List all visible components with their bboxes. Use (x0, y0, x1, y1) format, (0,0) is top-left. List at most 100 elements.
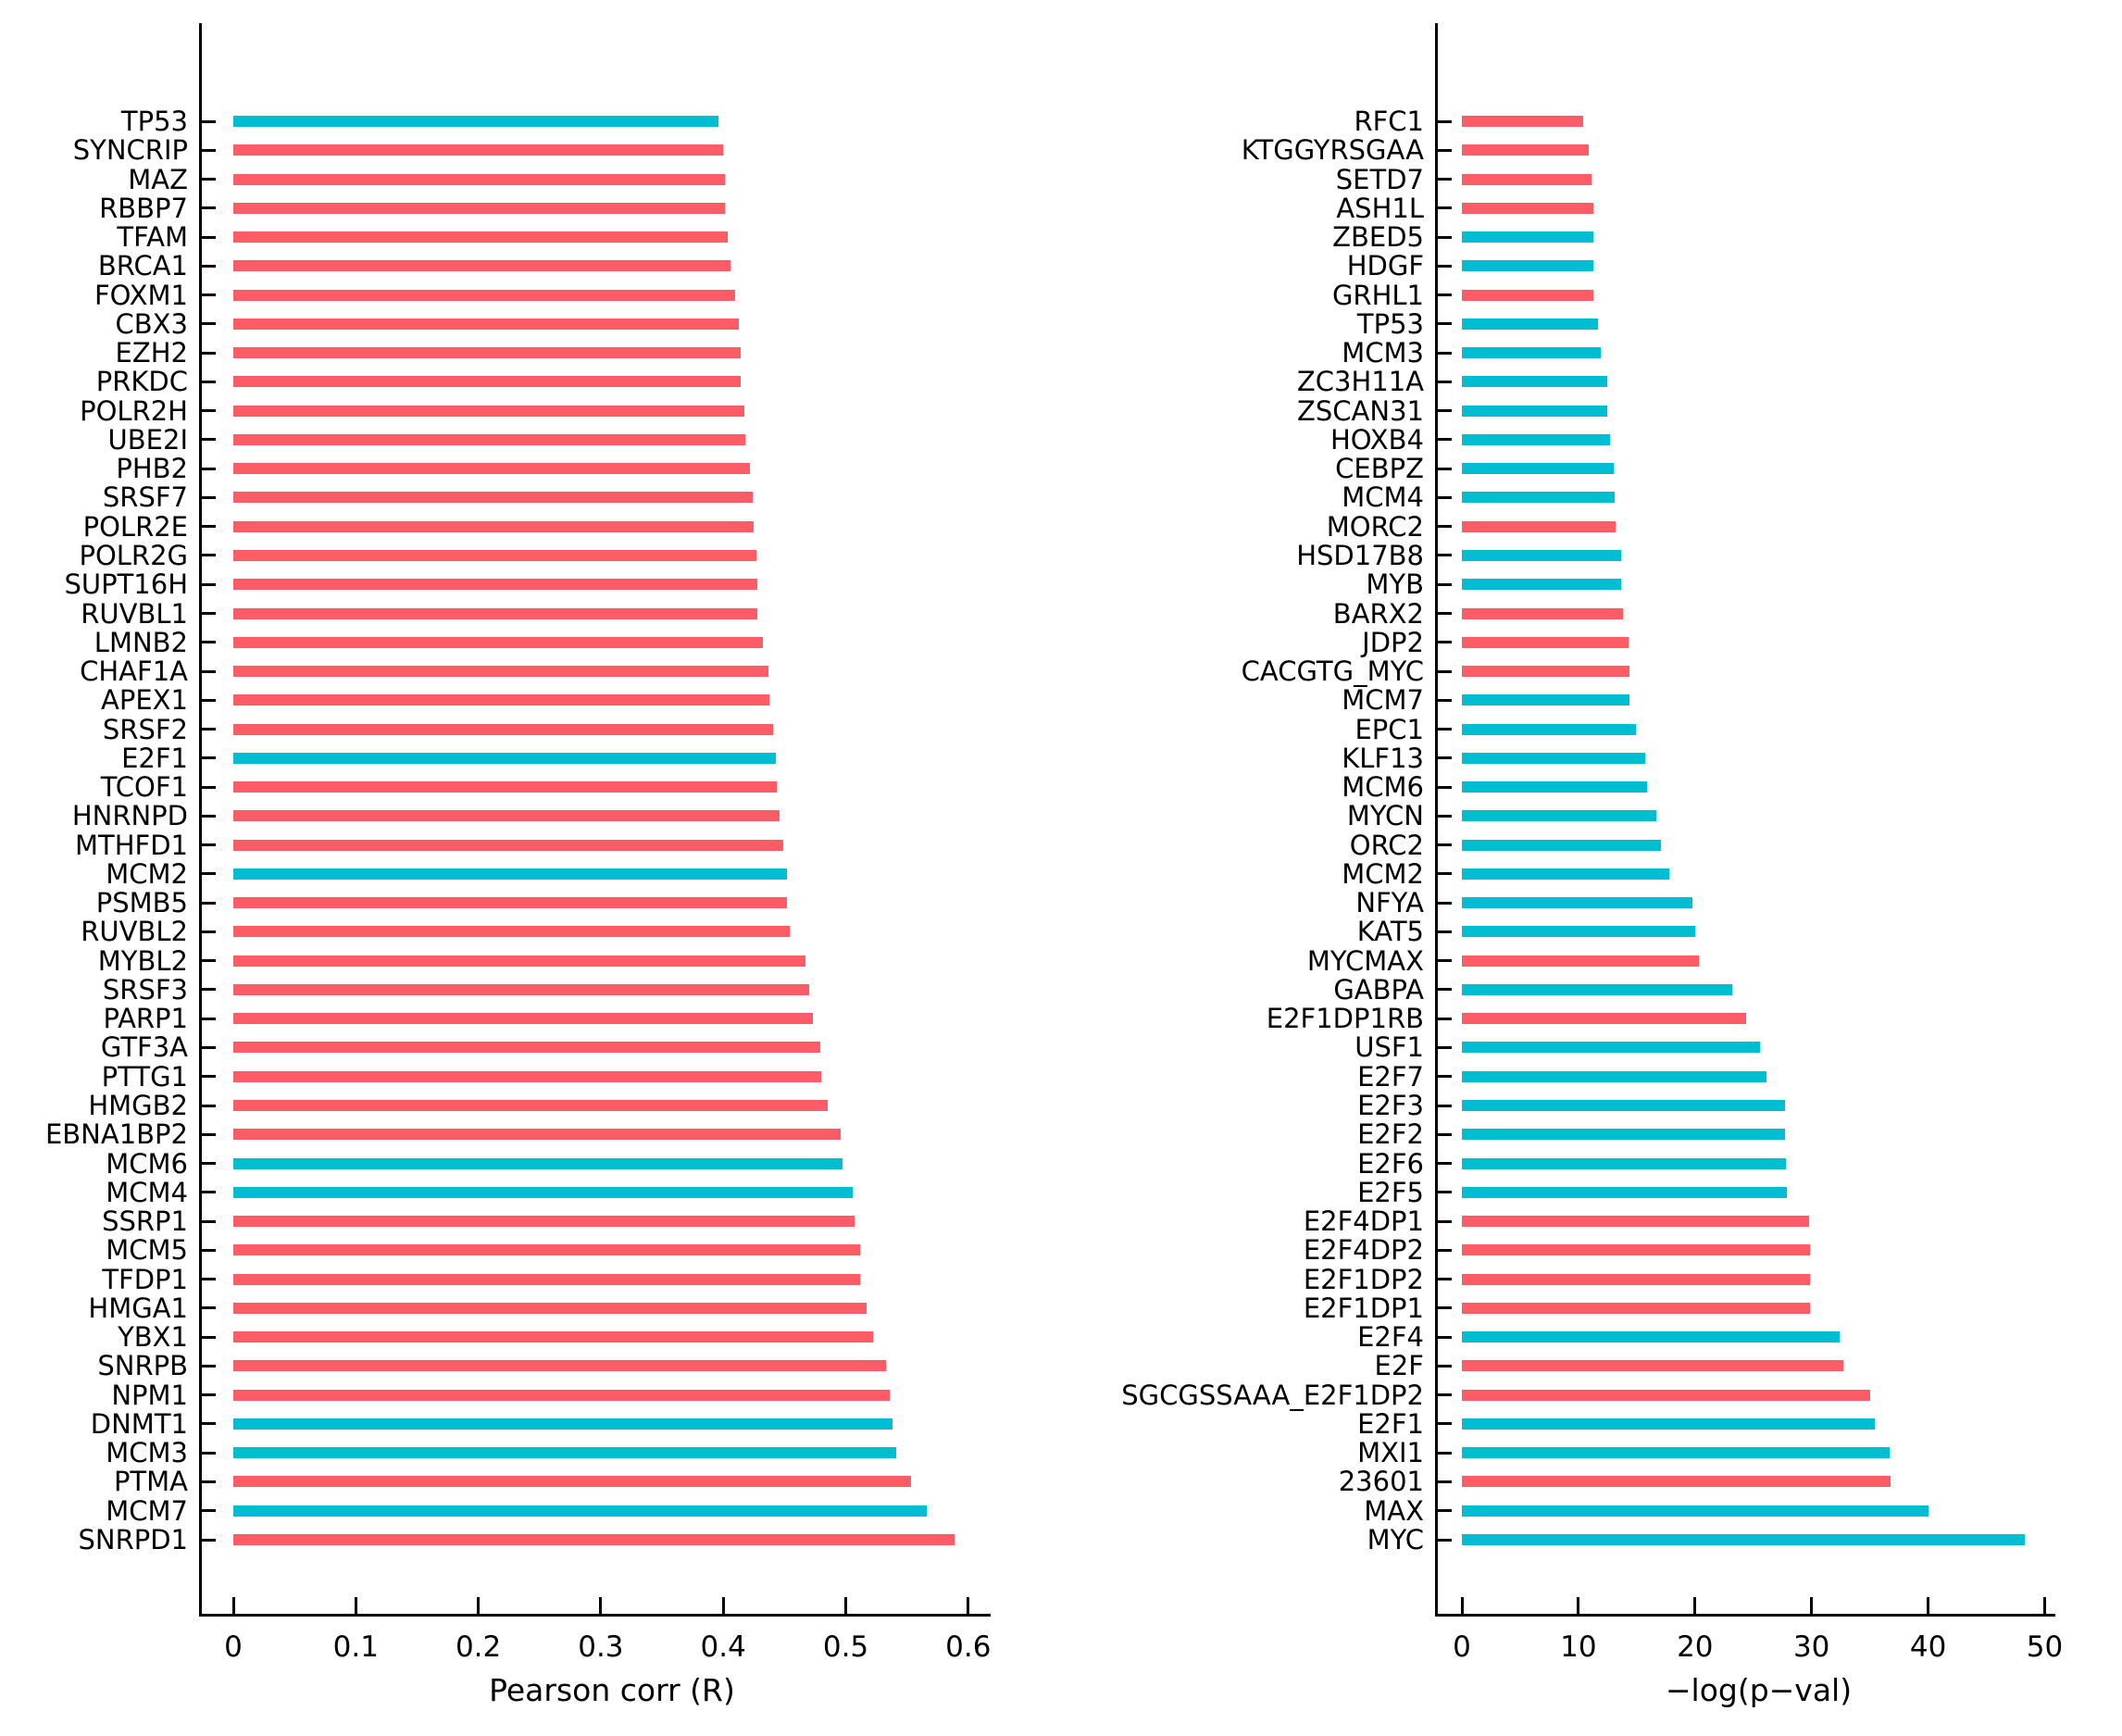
row-label: EPC1 (1354, 713, 1424, 745)
bar-MCM6 (1462, 781, 1648, 793)
y-tick (1435, 264, 1452, 268)
row-label: MXI1 (1357, 1437, 1424, 1469)
y-tick (1435, 1480, 1452, 1483)
row-label: HSD17B8 (1296, 539, 1424, 571)
bar-EBNA1BP2 (233, 1129, 842, 1141)
bar-SNRPB (233, 1360, 887, 1372)
y-tick (1435, 1248, 1452, 1252)
y-tick (199, 438, 216, 442)
row-label: MYB (1366, 568, 1424, 601)
row-label: DNMT1 (90, 1407, 188, 1440)
y-tick (199, 1278, 216, 1281)
y-tick (1435, 438, 1452, 442)
row-label: NFYA (1355, 887, 1424, 919)
row-label: TP53 (1356, 307, 1424, 340)
bar-CHAF1A (233, 666, 769, 678)
row-label: ASH1L (1336, 192, 1424, 224)
x-tick (231, 1597, 235, 1614)
row-label: MCM6 (1342, 771, 1424, 804)
y-tick (1435, 1364, 1452, 1368)
bar-NPM1 (233, 1389, 891, 1401)
row-label: MAX (1364, 1494, 1424, 1527)
row-label: CEBPZ (1335, 453, 1424, 485)
y-tick (199, 1219, 216, 1223)
bar-MYC (1462, 1534, 2026, 1545)
y-tick (1435, 178, 1452, 181)
row-label: ZC3H11A (1296, 366, 1424, 398)
y-tick (1435, 698, 1452, 702)
bar-E2F (1462, 1360, 1843, 1372)
row-label: 23601 (1338, 1466, 1424, 1498)
bar-HMGB2 (233, 1100, 828, 1112)
row-label: MCM7 (1342, 684, 1424, 717)
row-label: E2F4 (1357, 1321, 1424, 1354)
row-label: KTGGYRSGAA (1241, 134, 1424, 167)
y-tick (1435, 380, 1452, 383)
bar-MAZ (233, 173, 725, 185)
x-axis-spine (199, 1614, 991, 1617)
y-tick (1435, 1104, 1452, 1107)
y-tick (199, 235, 216, 239)
bar-MORC2 (1462, 520, 1616, 532)
y-tick (199, 814, 216, 818)
y-tick (1435, 495, 1452, 499)
bar-PRKDC (233, 376, 741, 388)
y-tick (199, 409, 216, 413)
bar-E2F7 (1462, 1070, 1766, 1082)
x-tick-label: 20 (1677, 1630, 1714, 1664)
x-tick (599, 1597, 603, 1614)
x-tick (844, 1597, 847, 1614)
y-tick (1435, 814, 1452, 818)
x-tick-label: 0.5 (822, 1630, 869, 1664)
y-tick (199, 264, 216, 268)
bar-APEX1 (233, 694, 770, 706)
row-label: SRSF2 (102, 713, 188, 745)
x-tick (2043, 1597, 2046, 1614)
row-label: MAZ (128, 163, 188, 195)
y-tick (199, 495, 216, 499)
bar-MCM2 (233, 868, 787, 880)
row-label: HOXB4 (1330, 423, 1424, 456)
row-label: MYCN (1346, 800, 1424, 832)
y-tick (1435, 930, 1452, 933)
bar-BRCA1 (233, 260, 731, 272)
y-tick (1435, 1132, 1452, 1136)
bar-LMNB2 (233, 636, 763, 648)
y-tick (199, 1335, 216, 1339)
bar-DNMT1 (233, 1418, 892, 1430)
bar-EPC1 (1462, 723, 1636, 735)
row-label: E2F6 (1357, 1147, 1424, 1180)
row-label: ORC2 (1349, 829, 1424, 861)
bar-MCM5 (233, 1244, 861, 1256)
row-label: SETD7 (1335, 163, 1424, 195)
y-tick (199, 322, 216, 326)
row-label: PSMB5 (95, 887, 188, 919)
bar-E2F6 (1462, 1157, 1786, 1169)
bar-ORC2 (1462, 839, 1662, 851)
y-tick (1435, 1017, 1452, 1020)
bar-ZBED5 (1462, 231, 1594, 244)
y-tick (1435, 554, 1452, 557)
y-tick (199, 1422, 216, 1426)
bar-TP53 (1462, 318, 1599, 330)
x-tick (967, 1597, 970, 1614)
row-label: PRKDC (95, 366, 188, 398)
bar-YBX1 (233, 1331, 873, 1343)
x-tick-label: 50 (2026, 1630, 2064, 1664)
y-tick (199, 1393, 216, 1397)
bar-GABPA (1462, 983, 1733, 995)
row-label: MCM2 (1342, 857, 1424, 890)
bar-HOXB4 (1462, 433, 1610, 445)
row-label: E2F7 (1357, 1060, 1424, 1093)
y-tick (199, 467, 216, 470)
row-label: BRCA1 (97, 250, 188, 282)
bar-POLR2H (233, 405, 744, 417)
y-tick (1435, 843, 1452, 847)
y-tick (199, 1045, 216, 1049)
x-tick (1577, 1597, 1580, 1614)
bar-MYB (1462, 579, 1622, 591)
y-tick (199, 351, 216, 355)
row-label: TFAM (117, 221, 188, 254)
y-tick (1435, 669, 1452, 673)
